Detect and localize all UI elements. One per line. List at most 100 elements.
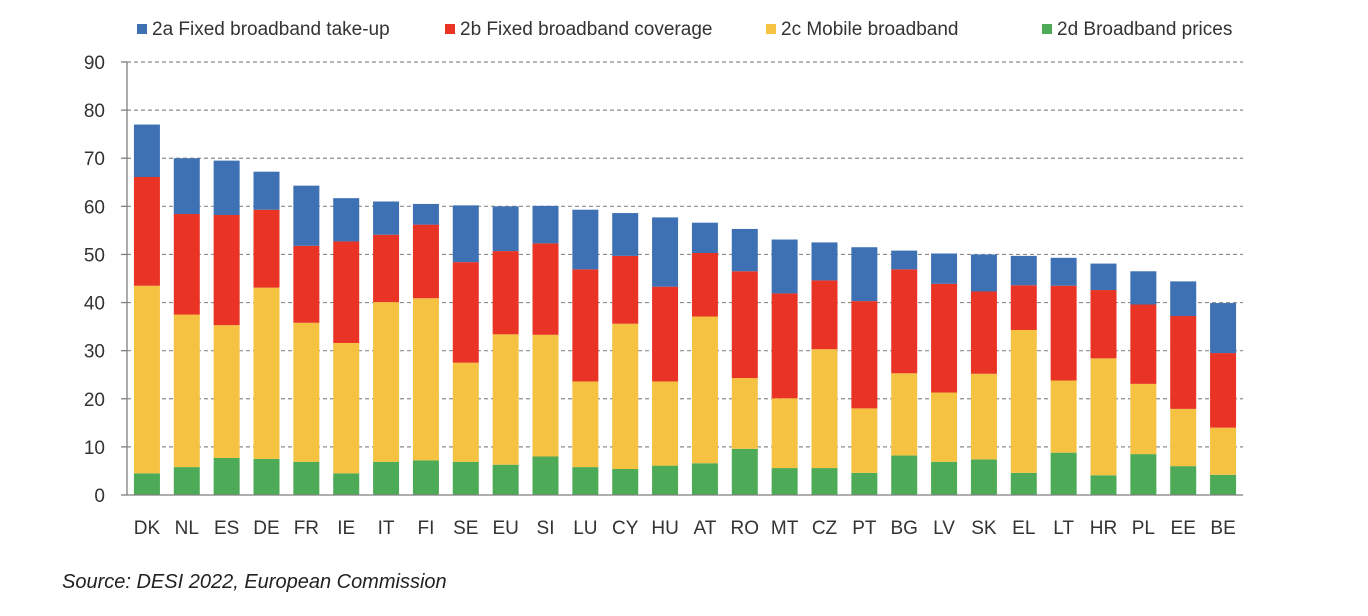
x-tick-label: EU bbox=[492, 518, 518, 539]
bar-segment bbox=[931, 392, 958, 462]
y-tick-label: 40 bbox=[84, 294, 105, 315]
bar-segment bbox=[931, 283, 958, 393]
stacked-bar-chart: 2a Fixed broadband take-up 2b Fixed broad… bbox=[84, 19, 1243, 539]
bar-segment bbox=[970, 459, 997, 495]
bar-segment bbox=[851, 247, 878, 302]
y-tick-label: 10 bbox=[84, 438, 105, 459]
bar-segment bbox=[173, 214, 200, 315]
legend-swatch bbox=[766, 24, 776, 34]
bar-segment bbox=[891, 455, 918, 495]
bar-segment bbox=[891, 269, 918, 374]
bar-segment bbox=[731, 228, 758, 272]
bar-segment bbox=[532, 243, 559, 335]
x-tick-label: DE bbox=[253, 518, 279, 539]
x-tick-label: HU bbox=[651, 518, 678, 539]
bar-segment bbox=[133, 124, 160, 177]
x-tick-label: PL bbox=[1132, 518, 1155, 539]
bar-segment bbox=[970, 254, 997, 292]
bar-segment bbox=[452, 205, 479, 263]
bar-segment bbox=[373, 201, 400, 235]
bar-segment bbox=[652, 381, 679, 466]
y-tick-label: 60 bbox=[84, 197, 105, 218]
bar-segment bbox=[572, 269, 599, 382]
y-tick-label: 50 bbox=[84, 245, 105, 266]
bar-segment bbox=[492, 334, 519, 465]
bar-segment bbox=[213, 214, 240, 326]
bar-segment bbox=[173, 158, 200, 215]
bar-segment bbox=[572, 209, 599, 270]
bar-segment bbox=[412, 224, 439, 299]
axes: 0 10 20 30 40 50 60 70 80 90 DK NL ES DE FR IE IT FI SE EU S… bbox=[84, 53, 1243, 539]
bar-segment bbox=[1130, 383, 1157, 455]
bar-segment bbox=[452, 362, 479, 462]
bar-segment bbox=[851, 301, 878, 409]
bar-segment bbox=[612, 323, 639, 470]
source-note: Source: DESI 2022, European Commission bbox=[62, 571, 447, 593]
x-tick-label: BG bbox=[890, 518, 917, 539]
bar-segment bbox=[1130, 304, 1157, 384]
bar-segment bbox=[1090, 475, 1117, 495]
x-tick-label: EE bbox=[1171, 518, 1196, 539]
x-tick-label: LU bbox=[573, 518, 597, 539]
bar-segment bbox=[333, 473, 360, 495]
bar-segment bbox=[1050, 285, 1077, 381]
bar-segment bbox=[691, 253, 718, 317]
y-tick-label: 70 bbox=[84, 149, 105, 170]
legend-label: 2c Mobile broadband bbox=[781, 19, 958, 40]
x-tick-label: DK bbox=[134, 518, 161, 539]
bar-segment bbox=[970, 373, 997, 460]
chart-legend: 2a Fixed broadband take-up 2b Fixed broad… bbox=[137, 19, 1232, 40]
bar-segment bbox=[1170, 408, 1197, 467]
bar-segment bbox=[133, 473, 160, 495]
x-tick-label: SI bbox=[537, 518, 555, 539]
x-tick-label: CZ bbox=[812, 518, 838, 539]
bar-segment bbox=[1010, 255, 1037, 286]
bar-segment bbox=[532, 205, 559, 244]
bar-segment bbox=[731, 378, 758, 449]
bar-segment bbox=[572, 381, 599, 468]
bar-segment bbox=[412, 460, 439, 495]
x-tick-label: CY bbox=[612, 518, 639, 539]
y-tick-label: 30 bbox=[84, 342, 105, 363]
bar-segment bbox=[1010, 285, 1037, 330]
x-tick-label: IE bbox=[337, 518, 355, 539]
bar-segment bbox=[1210, 474, 1237, 495]
bar-segment bbox=[293, 185, 320, 246]
bar-segment bbox=[133, 176, 160, 286]
x-tick-label: BE bbox=[1210, 518, 1235, 539]
x-tick-label: RO bbox=[731, 518, 760, 539]
bar-segment bbox=[891, 373, 918, 456]
bar-segment bbox=[373, 302, 400, 462]
bar-segment bbox=[1050, 257, 1077, 286]
bar-segment bbox=[1170, 316, 1197, 409]
bar-segment bbox=[1090, 290, 1117, 359]
bar-segment bbox=[931, 253, 958, 284]
x-tick-label: IT bbox=[378, 518, 395, 539]
bar-segment bbox=[293, 322, 320, 462]
bar-segment bbox=[652, 465, 679, 495]
bar-segment bbox=[253, 209, 280, 288]
legend-label: 2b Fixed broadband coverage bbox=[460, 19, 712, 40]
bar-segment bbox=[811, 242, 838, 281]
bar-segment bbox=[412, 203, 439, 225]
bar-segment bbox=[492, 251, 519, 335]
legend-label: 2d Broadband prices bbox=[1057, 19, 1232, 40]
bar-segment bbox=[1130, 271, 1157, 305]
bar-segment bbox=[771, 468, 798, 495]
bar-segment bbox=[771, 293, 798, 399]
bar-segment bbox=[811, 349, 838, 469]
bar-segment bbox=[572, 467, 599, 495]
bar-segment bbox=[213, 160, 240, 215]
x-tick-label: LT bbox=[1053, 518, 1074, 539]
bar-segment bbox=[253, 287, 280, 459]
bar-segment bbox=[811, 468, 838, 495]
bar-segment bbox=[691, 222, 718, 254]
x-tick-label: NL bbox=[175, 518, 199, 539]
bar-segment bbox=[213, 457, 240, 495]
bar-segment bbox=[731, 448, 758, 495]
bar-segment bbox=[452, 461, 479, 495]
x-tick-label: PT bbox=[852, 518, 877, 539]
bar-segment bbox=[1210, 353, 1237, 428]
x-tick-label: AT bbox=[693, 518, 716, 539]
bar-segment bbox=[612, 213, 639, 256]
